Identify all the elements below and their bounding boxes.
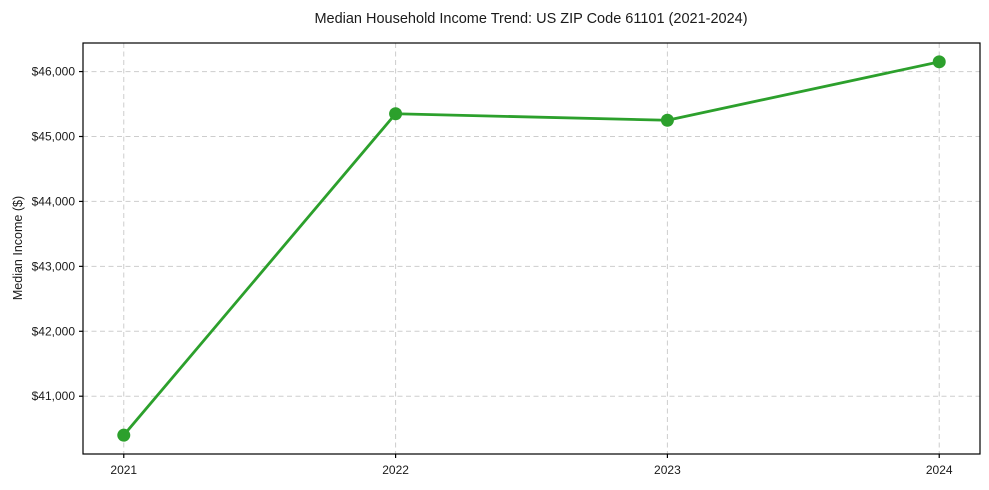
y-tick-label: $42,000 (32, 324, 76, 338)
x-tick-label: 2023 (654, 463, 681, 477)
plot-frame (82, 42, 981, 455)
x-tick-label: 2022 (382, 463, 409, 477)
x-tick-label: 2024 (926, 463, 953, 477)
data-point (389, 107, 403, 121)
y-tick-label: $41,000 (32, 389, 76, 403)
y-tick-label: $46,000 (32, 65, 76, 79)
data-series (117, 55, 946, 442)
y-tick-label: $44,000 (32, 194, 76, 208)
trend-line (122, 60, 941, 437)
data-point (660, 113, 674, 127)
gridlines (83, 43, 980, 454)
data-point (117, 428, 131, 442)
x-tick-label: 2021 (110, 463, 137, 477)
chart-title: Median Household Income Trend: US ZIP Co… (314, 11, 747, 27)
y-tick-label: $43,000 (32, 259, 76, 273)
y-tick-label: $45,000 (32, 129, 76, 143)
y-axis-label: Median Income ($) (11, 196, 25, 300)
axis-ticks: $41,000 $42,000 $43,000 $44,000 $45,000 $46,0… (32, 65, 953, 477)
data-point (932, 55, 946, 69)
